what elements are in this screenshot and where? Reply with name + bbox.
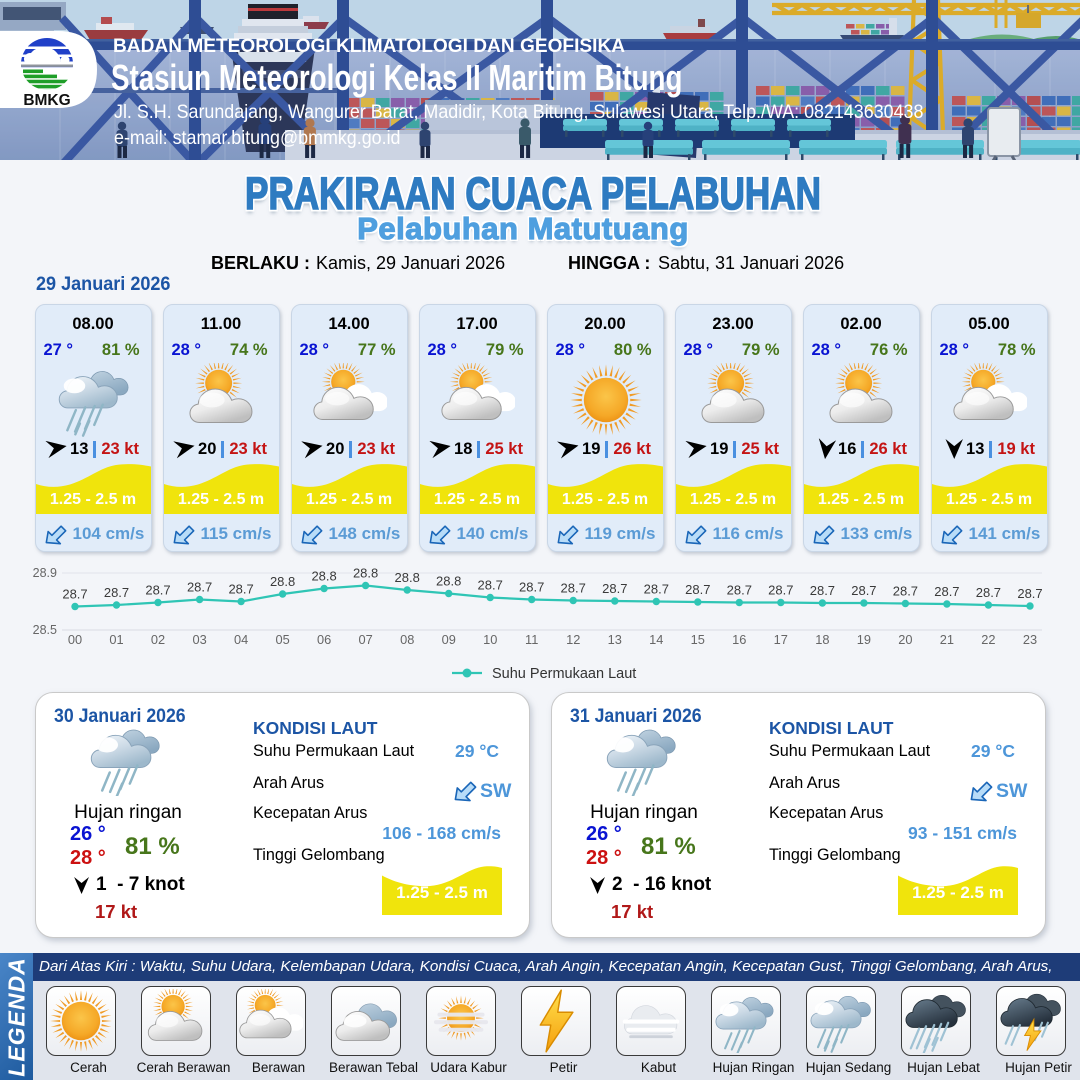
- svg-text:28.8: 28.8: [270, 574, 295, 589]
- svg-text:28.5: 28.5: [33, 623, 57, 637]
- svg-text:19: 19: [857, 632, 871, 647]
- svg-text:28.8: 28.8: [395, 570, 420, 585]
- svg-text:15: 15: [691, 632, 705, 647]
- svg-text:01: 01: [109, 632, 123, 647]
- svg-text:28.7: 28.7: [145, 583, 170, 598]
- svg-text:28.8: 28.8: [436, 574, 461, 589]
- svg-text:05: 05: [275, 632, 289, 647]
- svg-text:14: 14: [649, 632, 663, 647]
- svg-text:28.7: 28.7: [976, 585, 1001, 600]
- svg-text:02: 02: [151, 632, 165, 647]
- svg-text:28.7: 28.7: [228, 582, 253, 597]
- svg-text:28.7: 28.7: [810, 583, 835, 598]
- svg-text:28.7: 28.7: [187, 580, 212, 595]
- svg-text:28.7: 28.7: [519, 580, 544, 595]
- svg-text:23: 23: [1023, 632, 1037, 647]
- svg-text:28.9: 28.9: [33, 566, 57, 580]
- svg-text:28.7: 28.7: [478, 578, 503, 593]
- svg-text:28.7: 28.7: [893, 584, 918, 599]
- svg-text:13: 13: [608, 632, 622, 647]
- svg-text:07: 07: [358, 632, 372, 647]
- svg-text:06: 06: [317, 632, 331, 647]
- svg-text:00: 00: [68, 632, 82, 647]
- svg-text:28.7: 28.7: [768, 583, 793, 598]
- svg-text:17: 17: [774, 632, 788, 647]
- svg-text:28.7: 28.7: [727, 583, 752, 598]
- svg-text:04: 04: [234, 632, 248, 647]
- svg-text:28.7: 28.7: [644, 582, 669, 597]
- svg-text:BMKG: BMKG: [23, 92, 70, 109]
- svg-text:09: 09: [442, 632, 456, 647]
- svg-text:22: 22: [981, 632, 995, 647]
- svg-text:16: 16: [732, 632, 746, 647]
- svg-text:03: 03: [192, 632, 206, 647]
- svg-text:10: 10: [483, 632, 497, 647]
- svg-text:28.8: 28.8: [353, 566, 378, 581]
- svg-text:28.7: 28.7: [1017, 586, 1042, 601]
- svg-text:28.7: 28.7: [685, 582, 710, 597]
- svg-text:28.7: 28.7: [851, 583, 876, 598]
- svg-text:Suhu Permukaan Laut: Suhu Permukaan Laut: [492, 666, 636, 682]
- svg-text:11: 11: [525, 632, 538, 647]
- svg-text:20: 20: [898, 632, 912, 647]
- svg-text:28.7: 28.7: [104, 585, 129, 600]
- svg-text:08: 08: [400, 632, 414, 647]
- svg-text:28.7: 28.7: [561, 581, 586, 596]
- svg-text:28.7: 28.7: [62, 587, 87, 602]
- svg-text:28.7: 28.7: [602, 581, 627, 596]
- svg-text:12: 12: [566, 632, 580, 647]
- svg-text:28.7: 28.7: [934, 584, 959, 599]
- svg-text:18: 18: [815, 632, 829, 647]
- svg-text:28.8: 28.8: [311, 569, 336, 584]
- svg-text:21: 21: [940, 632, 954, 647]
